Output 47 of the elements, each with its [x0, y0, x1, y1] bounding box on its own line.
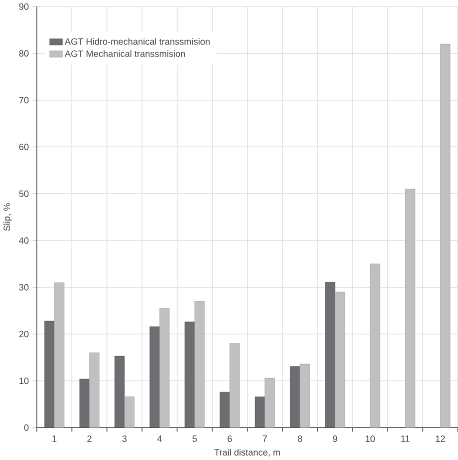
y-tick-label: 90 [19, 3, 28, 10]
bar [114, 356, 125, 428]
x-tick-label: 10 [366, 436, 375, 442]
bar [440, 44, 450, 428]
x-tick-label: 9 [332, 436, 338, 442]
y-tick-label: 60 [19, 144, 28, 150]
bar [149, 326, 160, 428]
y-tick-label: 0 [24, 424, 28, 431]
bar [300, 364, 310, 428]
x-tick-label: 1 [52, 436, 56, 442]
bar [370, 264, 380, 428]
x-axis-title: Trail distance, m [214, 448, 280, 457]
y-axis-title: Slip, % [3, 203, 12, 231]
bar [194, 301, 205, 428]
x-tick-label: 12 [436, 436, 445, 442]
x-tick-label: 2 [87, 436, 92, 442]
legend-label: AGT Mechanical transsmision [64, 50, 185, 57]
y-tick-label: 80 [19, 50, 28, 57]
bar [159, 308, 170, 428]
bar [334, 292, 345, 428]
bar [230, 343, 240, 428]
bar [290, 366, 300, 428]
x-tick-label: 5 [192, 436, 197, 442]
bar [264, 378, 275, 428]
legend-label: AGT Hidro-mechanical transsmision [64, 38, 210, 45]
bar [44, 320, 54, 428]
y-tick-label: 70 [19, 96, 28, 104]
y-tick-label: 10 [19, 378, 28, 384]
y-tick-label: 50 [19, 190, 28, 197]
x-tick-label: 7 [262, 436, 267, 442]
bar [324, 282, 336, 428]
bar [124, 396, 134, 428]
x-tick-label: 6 [228, 436, 232, 442]
y-tick-label: 20 [19, 330, 28, 338]
bar [254, 396, 265, 428]
bar [220, 392, 230, 428]
bar [404, 188, 416, 428]
x-tick-label: 4 [157, 436, 162, 442]
x-tick-label: 3 [122, 436, 127, 442]
y-tick-label: 40 [18, 237, 28, 244]
y-tick-label: 30 [19, 284, 28, 290]
bar [79, 378, 90, 428]
x-tick-label: 11 [401, 436, 410, 442]
bar [184, 322, 195, 428]
bar [54, 282, 64, 428]
bar [89, 352, 100, 428]
x-tick-label: 8 [298, 436, 302, 442]
